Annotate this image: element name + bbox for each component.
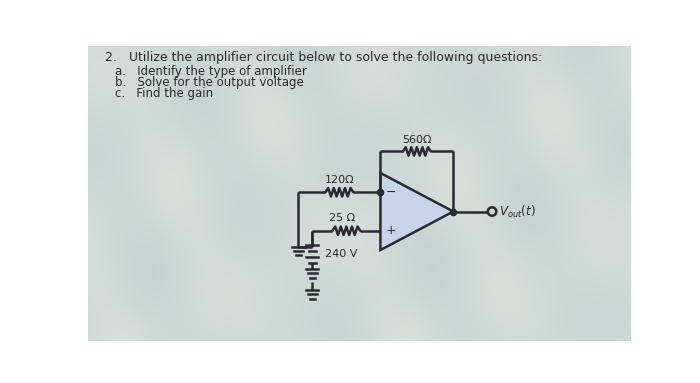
Text: $V_{out}(t)$: $V_{out}(t)$ — [499, 204, 536, 220]
Text: b.   Solve for the output voltage: b. Solve for the output voltage — [115, 76, 303, 89]
Text: 2.   Utilize the amplifier circuit below to solve the following questions:: 2. Utilize the amplifier circuit below t… — [104, 51, 542, 64]
Text: −: − — [385, 186, 396, 199]
Text: +: + — [385, 224, 396, 237]
Text: a.   Identify the type of amplifier: a. Identify the type of amplifier — [115, 65, 307, 78]
Text: 240 V: 240 V — [325, 249, 357, 259]
Text: 25 Ω: 25 Ω — [330, 213, 356, 223]
Text: 560Ω: 560Ω — [402, 135, 432, 145]
Polygon shape — [381, 173, 454, 250]
Text: c.   Find the gain: c. Find the gain — [115, 87, 213, 100]
Text: 120Ω: 120Ω — [325, 175, 354, 185]
